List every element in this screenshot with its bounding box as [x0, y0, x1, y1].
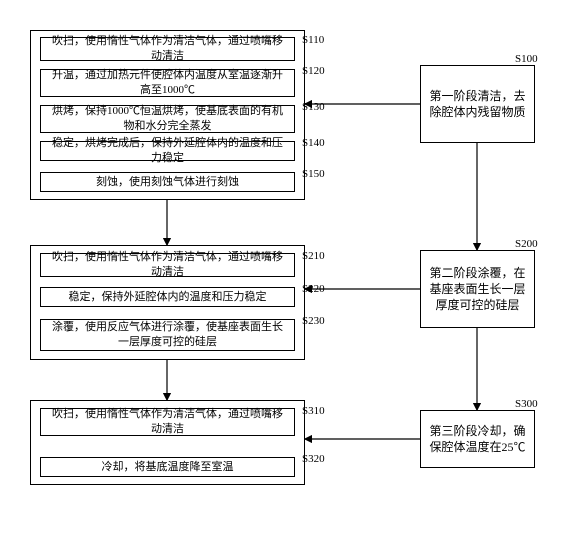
- step-box-s210: 吹扫，使用惰性气体作为清洁气体，通过喷嘴移动清洁: [40, 253, 295, 277]
- step-box-s150: 刻蚀，使用刻蚀气体进行刻蚀: [40, 172, 295, 192]
- step-label: S120: [302, 65, 325, 77]
- step-label: S310: [302, 405, 325, 417]
- step-box-s120: 升温，通过加热元件使腔体内温度从室温逐渐升高至1000℃: [40, 69, 295, 97]
- step-label: S210: [302, 250, 325, 262]
- step-box-s230: 涂覆，使用反应气体进行涂覆，使基座表面生长一层厚度可控的硅层: [40, 319, 295, 351]
- step-box-s130: 烘烤，保持1000℃恒温烘烤，使基底表面的有机物和水分完全蒸发: [40, 105, 295, 133]
- phase-box-p3: 第三阶段冷却，确保腔体温度在25℃: [420, 410, 535, 468]
- step-box-s320: 冷却，将基底温度降至室温: [40, 457, 295, 477]
- step-box-s140: 稳定，烘烤完成后，保持外延腔体内的温度和压力稳定: [40, 141, 295, 161]
- step-label: S140: [302, 137, 325, 149]
- phase-box-p1: 第一阶段清洁，去除腔体内残留物质: [420, 65, 535, 143]
- step-label: S110: [302, 34, 324, 46]
- step-label: S200: [515, 238, 538, 250]
- step-label: S300: [515, 398, 538, 410]
- step-box-s110: 吹扫，使用惰性气体作为清洁气体，通过喷嘴移动清洁: [40, 37, 295, 61]
- step-label: S130: [302, 101, 325, 113]
- step-box-s310: 吹扫，使用惰性气体作为清洁气体，通过喷嘴移动清洁: [40, 408, 295, 436]
- step-label: S100: [515, 53, 538, 65]
- step-box-s220: 稳定，保持外延腔体内的温度和压力稳定: [40, 287, 295, 307]
- step-label: S230: [302, 315, 325, 327]
- phase-box-p2: 第二阶段涂覆，在基座表面生长一层厚度可控的硅层: [420, 250, 535, 328]
- step-label: S150: [302, 168, 325, 180]
- step-label: S220: [302, 283, 325, 295]
- step-label: S320: [302, 453, 325, 465]
